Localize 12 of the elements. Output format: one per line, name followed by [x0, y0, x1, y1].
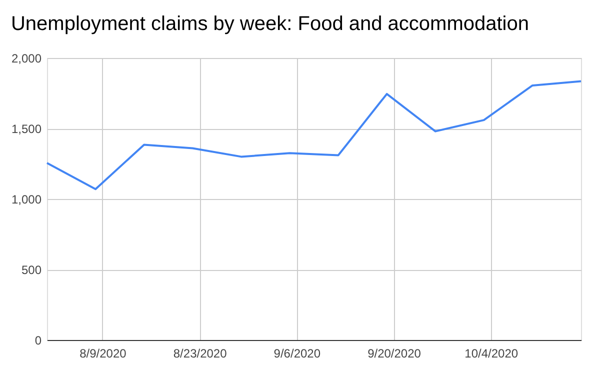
y-tick-label: 1,500: [11, 122, 42, 136]
x-tick-label: 10/4/2020: [464, 346, 518, 360]
y-tick-label: 1,000: [11, 192, 42, 206]
x-tick-label: 9/20/2020: [368, 346, 422, 360]
x-tick-label: 9/6/2020: [274, 346, 321, 360]
chart-title: Unemployment claims by week: Food and accommodation: [10, 13, 529, 35]
x-tick-label: 8/23/2020: [173, 346, 228, 360]
y-tick-label: 0: [34, 334, 42, 348]
y-tick-label: 500: [21, 263, 42, 277]
line-series: [46, 80, 582, 190]
y-tick-label: 2,000: [11, 52, 42, 66]
x-tick-label: 8/9/2020: [80, 346, 127, 360]
